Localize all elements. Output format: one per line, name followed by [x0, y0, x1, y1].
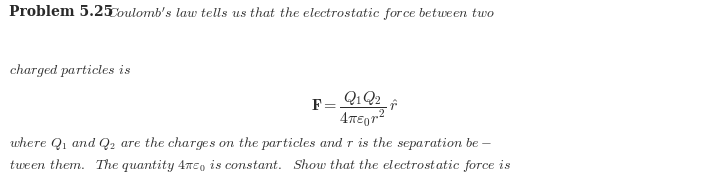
Text: $\mathit{where}$ $Q_1$ $\mathit{and}$ $Q_2$ $\mathit{are\ the\ charges\ on\ the\: $\mathit{where}$ $Q_1$ $\mathit{and}$ $Q…: [9, 135, 492, 152]
Text: $\mathit{tween\ them.\ \ The\ quantity}$ $4\pi\varepsilon_0$ $\mathit{is\ consta: $\mathit{tween\ them.\ \ The\ quantity}$…: [9, 157, 510, 174]
Text: Problem 5.25: Problem 5.25: [9, 5, 113, 19]
Text: $\mathit{Coulomb{'}s\ law\ tells\ us\ that\ the\ electrostatic\ force\ between\ : $\mathit{Coulomb{'}s\ law\ tells\ us\ th…: [106, 5, 494, 23]
Text: $\mathit{conservative.\ \ Obtain\ an\ expression\ for\ the\ potential\ energy.}$: $\mathit{conservative.\ \ Obtain\ an\ ex…: [9, 179, 389, 181]
Text: $\mathbf{F} = \dfrac{Q_1Q_2}{4\pi\varepsilon_0 r^2}\,\hat{r}$: $\mathbf{F} = \dfrac{Q_1Q_2}{4\pi\vareps…: [311, 90, 399, 129]
Text: $\mathit{charged\ particles\ is}$: $\mathit{charged\ particles\ is}$: [9, 62, 131, 79]
